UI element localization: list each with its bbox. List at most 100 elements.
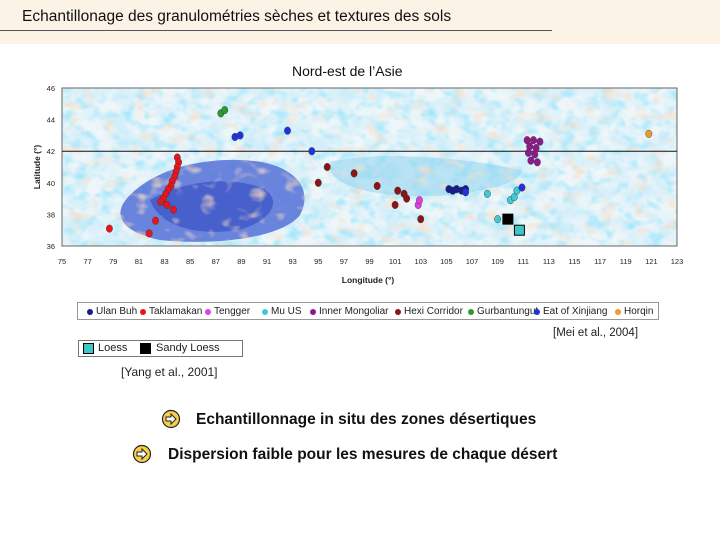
citation-yang: [Yang et al., 2001] (121, 365, 218, 379)
point-eat-of-xinjiang (518, 183, 526, 192)
y-tick-label: 36 (47, 242, 55, 251)
x-tick-label: 91 (263, 257, 271, 266)
legend-marker (468, 308, 474, 315)
x-tick-label: 77 (83, 257, 91, 266)
x-tick-label: 117 (594, 257, 606, 266)
y-tick-label: 44 (47, 116, 55, 125)
x-tick-label: 111 (518, 257, 529, 266)
legend-item-inner-mongoliar: Inner Mongoliar (310, 306, 388, 317)
point-mu-us (483, 189, 491, 198)
legend-marker (205, 308, 211, 315)
chart-axes: 75 77 79 81 83 85 87 89 91 93 95 97 99 101 103 105 107 10… (32, 84, 683, 285)
point-taklamakan (163, 200, 171, 209)
point-taklamakan (106, 224, 113, 233)
x-tick-label: 101 (389, 257, 402, 266)
loess-legend-label: Loess (98, 342, 128, 354)
header-band: Echantillonage des granulométries sèches… (0, 0, 720, 44)
scatter-map-chart: 75 77 79 81 83 85 87 89 91 93 95 97 99 101 103 105 107 10… (32, 84, 683, 285)
point-eat-of-xinjiang (284, 126, 291, 135)
point-hexi-corridor (373, 181, 381, 190)
x-tick-label: 99 (365, 257, 373, 266)
point-mu-us (494, 215, 502, 224)
x-tick-label: 119 (620, 257, 632, 266)
sandy-loess-legend-label: Sandy Loess (156, 342, 220, 354)
x-tick-label: 81 (135, 257, 143, 266)
y-tick-label: 46 (47, 84, 55, 93)
x-tick-label: 87 (212, 257, 220, 266)
point-taklamakan (145, 229, 153, 238)
legend-marker (395, 308, 401, 315)
point-hexi-corridor (403, 194, 411, 203)
y-tick-label: 38 (47, 210, 55, 219)
x-tick-label: 103 (414, 257, 427, 266)
legend-marker (615, 308, 621, 315)
bullet-text-2: Dispersion faible pour les mesures de ch… (168, 446, 558, 463)
legend-label: Taklamakan (149, 306, 203, 317)
map-title: Nord-est de l’Asie (292, 63, 403, 79)
x-tick-label: 93 (288, 257, 296, 266)
point-gurbantungut (221, 106, 229, 115)
point-taklamakan (157, 197, 165, 206)
x-tick-label: 105 (440, 257, 453, 266)
square-sandy-loess (502, 213, 514, 225)
legend-label: Eat of Xinjiang (543, 306, 608, 317)
legend-item-tengger: Tengger (205, 306, 250, 317)
point-inner-mongoliar (536, 137, 544, 146)
legend-item-ulan-buh: Ulan Buh (87, 306, 137, 317)
legend-item-eat-of-xinjiang: Eat of Xinjiang (534, 306, 608, 317)
legend-marker (140, 308, 146, 315)
legend-label: Inner Mongoliar (319, 306, 389, 317)
x-tick-label: 109 (491, 257, 504, 266)
bullet-text-1: Echantillonnage in situ des zones désert… (196, 411, 537, 428)
legend-label: Hexi Corridor (404, 306, 463, 317)
point-hexi-corridor (314, 178, 322, 187)
legend-label: Horqin (624, 306, 654, 317)
point-inner-mongoliar (527, 156, 535, 165)
x-tick-label: 95 (314, 257, 322, 266)
legend-marker (87, 308, 93, 315)
loess-legend-swatch (83, 343, 94, 354)
y-tick-label: 42 (47, 147, 55, 156)
legend-item-hexi-corridor: Hexi Corridor (395, 306, 463, 317)
point-hexi-corridor (417, 215, 425, 224)
title-underline (0, 30, 552, 31)
citation-mei: [Mei et al., 2004] (553, 327, 639, 339)
x-tick-label: 107 (466, 257, 479, 266)
arrow-bullet-icon (132, 444, 152, 464)
point-eat-of-xinjiang (462, 188, 469, 197)
x-tick-label: 97 (340, 257, 348, 266)
point-taklamakan (152, 216, 159, 225)
point-inner-mongoliar (524, 148, 532, 157)
x-tick-label: 113 (543, 257, 555, 266)
point-horqin (645, 129, 653, 138)
point-inner-mongoliar (531, 150, 539, 159)
slide-title: Echantillonage des granulométries sèches… (22, 8, 452, 25)
x-tick-label: 89 (237, 257, 245, 266)
legend-marker (262, 308, 268, 315)
legend-marker (310, 308, 316, 315)
x-axis-label: Longitude (°) (342, 275, 395, 285)
x-tick-label: 75 (58, 257, 66, 266)
square-loess (513, 224, 525, 236)
legend-label: Mu US (271, 306, 302, 317)
point-hexi-corridor (350, 169, 358, 178)
x-tick-label: 115 (569, 257, 581, 266)
x-tick-label: 121 (645, 257, 658, 266)
arrow-bullet-icon (161, 409, 181, 429)
x-tick-label: 79 (109, 257, 117, 266)
x-tick-label: 83 (160, 257, 168, 266)
point-hexi-corridor (391, 200, 399, 209)
legend-item-mu-us: Mu US (262, 306, 302, 317)
x-tick-label: 85 (186, 257, 194, 266)
series-legend: Ulan Buh Taklamakan Tengger Mu US Inner Mong… (77, 302, 659, 320)
legend-marker (534, 308, 540, 315)
loess-legend: Loess Sandy Loess (78, 340, 243, 357)
legend-label: Ulan Buh (96, 306, 138, 317)
y-axis-label: Latitude (°) (32, 145, 42, 190)
point-eat-of-xinjiang (236, 131, 244, 140)
x-tick-label: 123 (671, 257, 684, 266)
point-tengger (416, 196, 423, 205)
point-hexi-corridor (394, 186, 402, 195)
soil-texture-map (61, 87, 678, 247)
legend-item-taklamakan: Taklamakan (140, 306, 202, 317)
